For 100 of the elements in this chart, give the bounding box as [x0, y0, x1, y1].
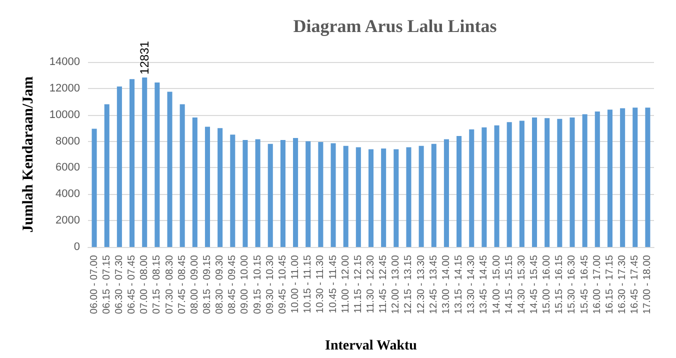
x-tick-label: 12.15 - 13.15 [403, 254, 414, 314]
bar [582, 114, 588, 247]
bar [306, 141, 311, 247]
bar [104, 104, 110, 247]
x-tick-label: 13.45 - 14.45 [478, 254, 490, 314]
bar [532, 118, 538, 247]
bar [192, 118, 198, 247]
x-tick-label: 16.30 - 17.30 [617, 254, 628, 314]
bar [92, 128, 97, 247]
x-tick-label: 06.00 - 07.00 [88, 254, 100, 314]
x-tick-label: 13.00 - 14.00 [440, 254, 452, 314]
x-tick-label: 12.45 - 13.45 [428, 254, 440, 314]
bar [406, 147, 412, 247]
x-tick-label: 15.15 - 16.15 [554, 254, 566, 314]
bar [494, 125, 500, 247]
bar [482, 127, 487, 247]
x-tick-label: 09.30 - 10.30 [264, 254, 276, 314]
bar [444, 139, 449, 247]
bar [418, 146, 424, 247]
x-tick-label: 13.30 - 14.30 [466, 254, 478, 314]
bar [570, 118, 575, 247]
x-tick-label: 06.45 - 07.45 [126, 254, 138, 314]
x-tick-label: 09.45 - 10.45 [277, 254, 288, 314]
bar [116, 86, 122, 247]
bar [318, 142, 324, 247]
y-tick-label: 2000 [56, 214, 80, 227]
x-tick-label: 11.15 - 12.15 [352, 254, 364, 314]
bar [394, 149, 399, 247]
y-tick-label: 12000 [49, 82, 80, 94]
bar [230, 134, 236, 247]
bar [293, 138, 298, 247]
bar [632, 108, 638, 247]
bar [469, 129, 474, 247]
x-tick-label: 09.15 - 10.15 [252, 254, 264, 314]
x-tick-label: 14.30 - 15.30 [516, 254, 528, 314]
y-tick-label: 0 [74, 241, 80, 253]
data-label: 12831 [138, 40, 152, 74]
y-axis-title: Jumlah Kendaraan/Jam [20, 76, 36, 233]
bar [506, 122, 512, 247]
x-tick-label: 07.00 - 08.00 [139, 254, 150, 314]
x-tick-label: 17.00 - 18.00 [642, 254, 654, 314]
x-tick-label: 11.00 - 12.00 [340, 254, 352, 314]
x-tick-label: 13.15 - 14.15 [454, 254, 465, 314]
x-tick-label: 06.30 - 07.30 [114, 254, 125, 314]
bar [204, 126, 210, 247]
x-tick-label: 07.45 - 08.45 [176, 254, 188, 314]
bar [180, 104, 185, 247]
x-tick-label: 12.00 - 13.00 [390, 254, 402, 314]
x-tick-label: 10.15 - 11.15 [302, 254, 314, 314]
x-tick-label: 16.15 - 17.15 [604, 254, 616, 314]
y-tick-label: 4000 [56, 188, 80, 200]
chart-title: Diagram Arus Lalu Lintas [293, 16, 497, 36]
x-tick-label: 10.45 - 11.45 [328, 254, 339, 314]
y-tick-label: 8000 [56, 135, 80, 148]
x-tick-label: 14.00 - 15.00 [491, 254, 502, 314]
bar [130, 79, 135, 247]
x-axis-title: Interval Waktu [325, 338, 418, 354]
bar [431, 144, 436, 247]
x-tick-label: 11.30 - 12.30 [366, 254, 376, 314]
x-tick-label: 06.15 - 07.15 [101, 254, 112, 314]
bar [368, 149, 374, 247]
x-tick-label: 09.00 - 10.00 [240, 254, 251, 314]
x-tick-label: 08.30 - 09.30 [214, 254, 226, 314]
y-tick-label: 10000 [49, 108, 80, 121]
x-tick-label: 10.30 - 11.30 [315, 254, 326, 314]
bar [645, 108, 650, 247]
bar [620, 108, 626, 247]
x-tick-label: 07.30 - 08.30 [164, 254, 176, 314]
y-tick-label: 14000 [49, 56, 80, 68]
bar [255, 139, 260, 247]
bar [142, 77, 148, 247]
bar [242, 140, 248, 247]
bar [456, 136, 462, 247]
bar [343, 146, 348, 247]
x-tick-label: 16.00 - 17.00 [592, 254, 603, 314]
x-tick-label: 16.45 - 17.45 [630, 254, 641, 314]
bar [167, 92, 172, 247]
x-tick-label: 10.00 - 11.00 [290, 254, 302, 314]
bar [218, 128, 223, 247]
x-tick-label: 15.30 - 16.30 [566, 254, 578, 314]
bar [557, 118, 562, 247]
x-tick-label: 15.45 - 16.45 [579, 254, 590, 314]
bar [544, 118, 550, 247]
x-tick-label: 08.00 - 09.00 [189, 254, 200, 314]
x-tick-label: 15.00 - 16.00 [542, 254, 553, 314]
bar [519, 120, 524, 247]
x-tick-label: 14.45 - 15.45 [529, 254, 540, 314]
bar [154, 82, 160, 247]
bar [381, 148, 386, 247]
bar [280, 140, 286, 247]
x-tick-label: 12.30 - 13.30 [416, 254, 427, 314]
x-tick-label: 08.15 - 09.15 [202, 254, 213, 314]
x-tick-label: 11.45 - 12.45 [378, 254, 390, 314]
x-tick-label: 08.45 - 09.45 [227, 254, 238, 314]
y-tick-label: 6000 [56, 162, 80, 174]
bar [268, 144, 273, 247]
bar [356, 147, 361, 247]
bar [607, 110, 612, 247]
x-tick-label: 07.15 - 08.15 [152, 254, 163, 314]
x-tick-label: 14.15 - 15.15 [504, 254, 515, 314]
